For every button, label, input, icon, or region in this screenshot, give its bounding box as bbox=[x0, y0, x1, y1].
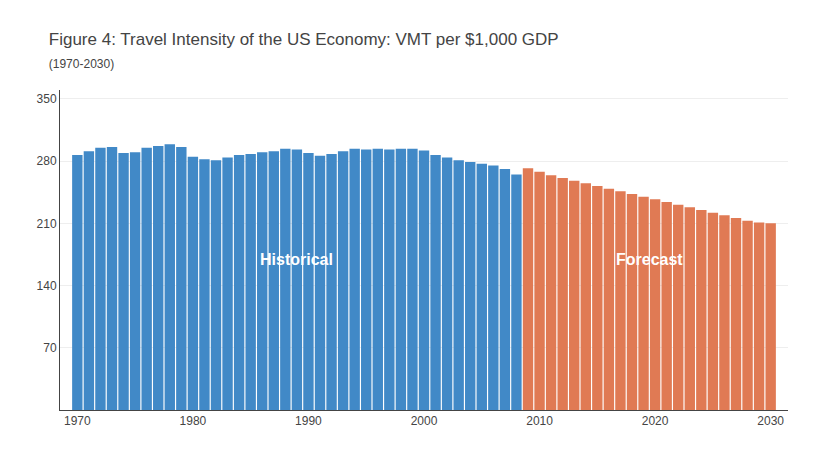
svg-text:2020: 2020 bbox=[642, 414, 669, 428]
svg-text:1990: 1990 bbox=[295, 414, 322, 428]
svg-text:2010: 2010 bbox=[526, 414, 553, 428]
svg-text:280: 280 bbox=[37, 154, 57, 168]
svg-text:210: 210 bbox=[37, 217, 57, 231]
svg-text:2030: 2030 bbox=[757, 414, 784, 428]
svg-text:Historical: Historical bbox=[260, 251, 333, 268]
svg-text:Figure 4: Travel Intensity of: Figure 4: Travel Intensity of the US Eco… bbox=[49, 30, 559, 49]
svg-text:1980: 1980 bbox=[180, 414, 207, 428]
svg-text:2000: 2000 bbox=[411, 414, 438, 428]
svg-text:1970: 1970 bbox=[64, 414, 91, 428]
svg-text:Forecast: Forecast bbox=[616, 251, 683, 268]
svg-text:70: 70 bbox=[43, 341, 57, 355]
svg-text:(1970-2030): (1970-2030) bbox=[49, 57, 114, 71]
svg-text:140: 140 bbox=[37, 279, 57, 293]
svg-text:350: 350 bbox=[37, 92, 57, 106]
